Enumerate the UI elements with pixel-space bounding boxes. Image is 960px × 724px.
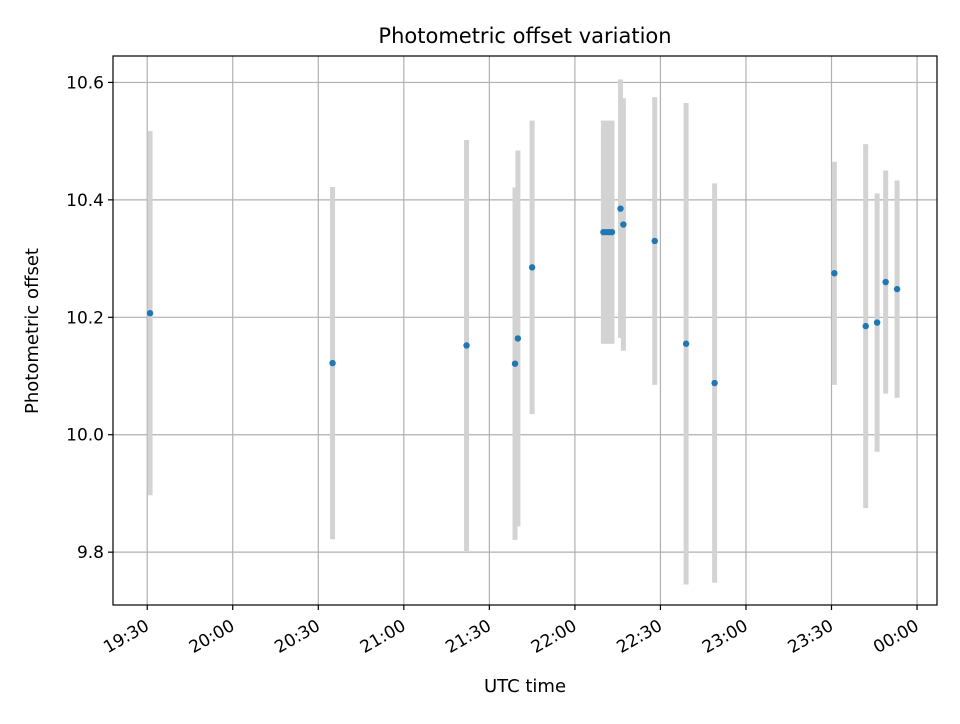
- data-point: [831, 270, 838, 277]
- y-tick-label: 10.4: [66, 191, 104, 211]
- data-point: [682, 340, 690, 347]
- data-point: [514, 335, 522, 342]
- y-tick-label: 10.0: [66, 426, 104, 446]
- data-point: [711, 379, 718, 387]
- y-axis-label: Photometric offset: [22, 248, 43, 414]
- y-tick-label: 10.6: [66, 73, 104, 93]
- data-points: [146, 205, 901, 387]
- data-point: [882, 278, 889, 286]
- data-point: [893, 285, 901, 293]
- data-point: [651, 237, 658, 245]
- data-point: [873, 319, 881, 326]
- data-point: [146, 309, 154, 317]
- y-tick-label: 10.2: [66, 308, 104, 328]
- y-axis-ticks: 9.8 10.0 10.2 10.4 10.6: [66, 73, 113, 563]
- plot-frame: [112, 55, 938, 606]
- data-point: [329, 359, 336, 367]
- data-point: [608, 228, 616, 236]
- data-point: [511, 360, 519, 367]
- grid: [113, 56, 937, 605]
- y-tick-label: 9.8: [77, 543, 104, 563]
- x-axis-label: UTC time: [484, 676, 566, 697]
- data-point: [528, 264, 536, 271]
- chart-title: Photometric offset variation: [378, 24, 671, 48]
- data-point: [617, 205, 624, 212]
- data-point: [620, 221, 627, 228]
- data-point: [463, 342, 470, 349]
- data-point: [862, 322, 869, 330]
